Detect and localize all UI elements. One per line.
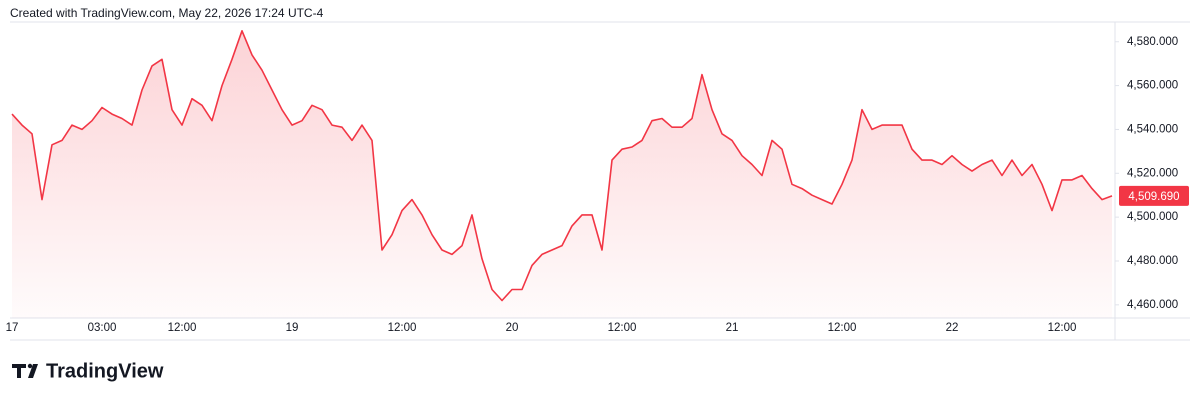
x-tick-label: 22: [946, 322, 959, 334]
y-tick-label: 4,560.000: [1127, 80, 1178, 92]
x-tick-label: 12:00: [388, 322, 417, 334]
area-fill: [12, 30, 1112, 319]
x-tick-label: 12:00: [168, 322, 197, 334]
x-tick-label: 12:00: [1048, 322, 1077, 334]
y-tick-label: 4,580.000: [1127, 36, 1178, 48]
x-tick-label: 12:00: [828, 322, 857, 334]
x-tick-label: 20: [506, 322, 519, 334]
x-tick-label: 19: [286, 322, 299, 334]
x-tick-label: 12:00: [608, 322, 637, 334]
y-tick-label: 4,500.000: [1127, 211, 1178, 223]
y-tick-label: 4,480.000: [1127, 255, 1178, 267]
x-tick-label: 17: [6, 322, 19, 334]
y-tick-label: 4,520.000: [1127, 167, 1178, 179]
last-price-box: [1119, 185, 1189, 206]
brand-logo: [12, 363, 38, 378]
y-tick-label: 4,460.000: [1127, 299, 1178, 311]
y-tick-label: 4,540.000: [1127, 123, 1178, 135]
price-line: [11, 30, 1113, 302]
x-tick-label: 03:00: [88, 322, 117, 334]
attribution: Created with TradingView.com, May 22, 20…: [10, 6, 324, 20]
last-price-label: 4,509.690: [1128, 191, 1179, 203]
x-tick-label: 21: [726, 322, 739, 334]
brand-name: TradingView: [46, 360, 164, 382]
